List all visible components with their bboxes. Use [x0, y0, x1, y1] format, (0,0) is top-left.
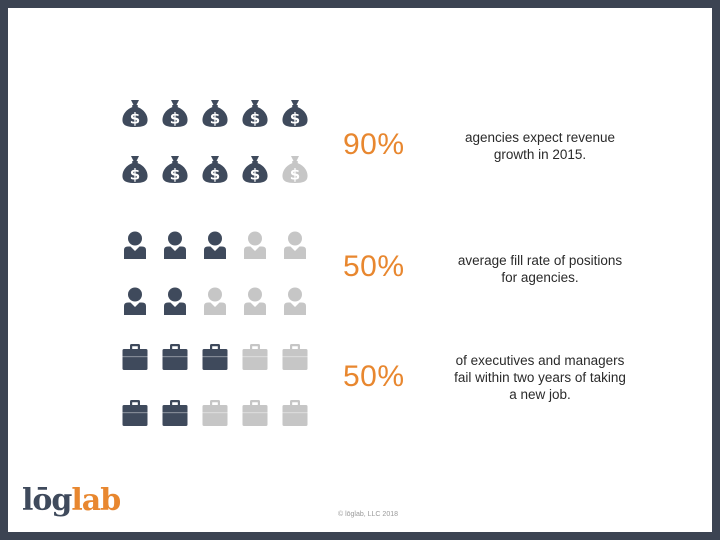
- money-bag-icon: $: [160, 98, 190, 128]
- briefcase-icon: [120, 342, 150, 372]
- briefcase-icon: [120, 398, 150, 428]
- money-bag-icon: $: [240, 98, 270, 128]
- stat-description-executives: of executives and managers fail within t…: [440, 352, 640, 403]
- logo-part-log: lōg: [22, 483, 72, 518]
- money-bag-icon: $: [240, 154, 270, 184]
- svg-text:$: $: [290, 110, 300, 128]
- stat-description-revenue: agencies expect revenue growth in 2015.: [440, 129, 640, 163]
- loglab-logo: lōglab: [22, 483, 121, 518]
- briefcase-icon: [200, 398, 230, 428]
- description-line: growth in 2015.: [493, 147, 587, 162]
- briefcase-icon: [200, 342, 230, 372]
- description-line: of executives and managers: [455, 353, 625, 368]
- description-line: fail within two years of taking: [454, 370, 626, 385]
- briefcase-icon: [240, 342, 270, 372]
- infographic-slide: $ $ $ $ $ $ $ $ $ $ 90% agencies expect revenue g…: [8, 8, 712, 532]
- svg-text:$: $: [130, 110, 140, 128]
- person-icon: [280, 230, 310, 260]
- svg-text:$: $: [210, 110, 220, 128]
- person-icon: [120, 286, 150, 316]
- money-bag-icon: $: [280, 98, 310, 128]
- svg-text:$: $: [250, 166, 260, 184]
- person-icon: [120, 230, 150, 260]
- money-bag-icon: $: [120, 98, 150, 128]
- money-bag-icon: $: [120, 154, 150, 184]
- briefcase-icon: [240, 398, 270, 428]
- money-bag-icon: $: [280, 154, 310, 184]
- person-icon: [200, 230, 230, 260]
- svg-text:$: $: [170, 110, 180, 128]
- description-line: average fill rate of positions: [457, 253, 623, 268]
- stat-description-fill-rate: average fill rate of positions for agenc…: [440, 252, 640, 286]
- stat-value-fill-rate: 50%: [343, 250, 405, 283]
- description-line: a new job.: [509, 387, 571, 402]
- money-bag-icon: $: [200, 154, 230, 184]
- svg-text:$: $: [290, 166, 300, 184]
- money-bag-icon: $: [160, 154, 190, 184]
- person-icon: [240, 286, 270, 316]
- briefcase-icon: [280, 398, 310, 428]
- svg-text:$: $: [210, 166, 220, 184]
- person-icon: [200, 286, 230, 316]
- stat-value-revenue: 90%: [343, 128, 405, 161]
- copyright-text: © lōglab, LLC 2018: [337, 511, 399, 518]
- person-icon: [160, 286, 190, 316]
- description-line: for agencies.: [501, 270, 579, 285]
- description-line: agencies expect revenue: [464, 130, 616, 145]
- svg-text:$: $: [250, 110, 260, 128]
- money-bag-icon: $: [200, 98, 230, 128]
- person-icon: [280, 286, 310, 316]
- person-icon: [240, 230, 270, 260]
- briefcase-icon: [280, 342, 310, 372]
- briefcase-icon: [160, 342, 190, 372]
- briefcase-icon: [160, 398, 190, 428]
- stat-value-executives: 50%: [343, 360, 405, 393]
- logo-part-lab: lab: [71, 483, 121, 518]
- person-icon: [160, 230, 190, 260]
- svg-text:$: $: [170, 166, 180, 184]
- svg-text:$: $: [130, 166, 140, 184]
